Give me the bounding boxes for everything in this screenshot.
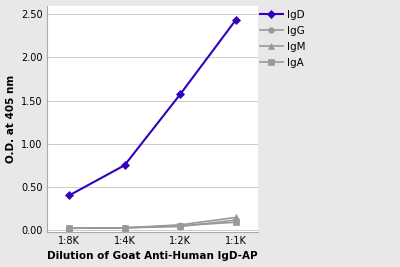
- IgG: [67, 227, 72, 230]
- IgD: [67, 194, 72, 197]
- IgA: [67, 227, 72, 230]
- IgD: [122, 164, 127, 167]
- Legend: IgD, IgG, IgM, IgA: IgD, IgG, IgM, IgA: [260, 10, 306, 68]
- IgA: [233, 221, 238, 224]
- Line: IgM: IgM: [66, 215, 238, 231]
- IgG: [122, 226, 127, 229]
- IgA: [122, 226, 127, 229]
- IgD: [233, 19, 238, 22]
- X-axis label: Dilution of Goat Anti-Human IgD-AP: Dilution of Goat Anti-Human IgD-AP: [47, 252, 258, 261]
- Line: IgD: IgD: [66, 17, 238, 198]
- IgM: [233, 216, 238, 219]
- IgM: [178, 223, 182, 226]
- IgG: [178, 225, 182, 228]
- Line: IgG: IgG: [66, 217, 238, 231]
- IgG: [233, 218, 238, 222]
- IgA: [178, 224, 182, 227]
- IgM: [67, 227, 72, 230]
- Line: IgA: IgA: [66, 219, 238, 231]
- Y-axis label: O.D. at 405 nm: O.D. at 405 nm: [6, 74, 16, 163]
- IgM: [122, 226, 127, 229]
- IgD: [178, 93, 182, 96]
